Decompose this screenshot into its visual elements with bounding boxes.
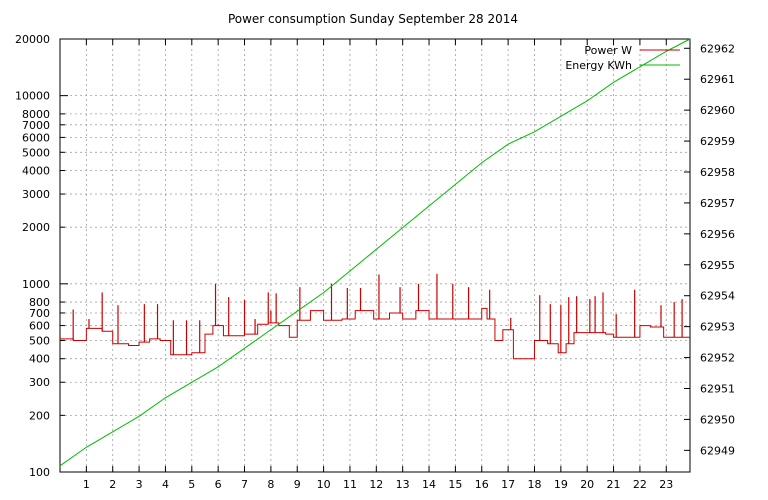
series-layer — [59, 38, 691, 467]
x-tick-label: 21 — [607, 478, 621, 491]
y-right-tick-label: 62949 — [700, 444, 735, 457]
y-right-tick-label: 62951 — [700, 382, 735, 395]
y-left-tick-label: 6000 — [22, 131, 50, 144]
y-right-tick-label: 62961 — [700, 73, 735, 86]
plot-frame — [59, 38, 691, 473]
x-tick-label: 14 — [422, 478, 436, 491]
x-tick-label: 3 — [136, 478, 143, 491]
y-left-tick-label: 4000 — [22, 165, 50, 178]
y-right-tick-label: 62955 — [700, 259, 735, 272]
x-tick-label: 18 — [527, 478, 541, 491]
x-tick-label: 9 — [294, 478, 301, 491]
y-left-tick-label: 400 — [29, 353, 50, 366]
x-tick-label: 6 — [215, 478, 222, 491]
x-tick-label: 11 — [343, 478, 357, 491]
x-tick-label: 2 — [109, 478, 116, 491]
y-right-tick-label: 62959 — [700, 135, 735, 148]
y-right-tick-label: 62962 — [700, 42, 735, 55]
energy-kwh-series-line — [59, 38, 691, 467]
x-tick-label: 1 — [83, 478, 90, 491]
y-right-tick-label: 62950 — [700, 413, 735, 426]
y-right-tick-label: 62957 — [700, 197, 735, 210]
axis-layer: 1 2 3 4 5 6 7 8 9 10 11 12 13 14 15 16 17 18 19 20 21 22 23100… — [15, 33, 735, 491]
y-left-tick-label: 5000 — [22, 146, 50, 159]
y-left-tick-label: 7000 — [22, 119, 50, 132]
y-left-tick-label: 800 — [29, 296, 50, 309]
y-right-tick-label: 62956 — [700, 228, 735, 241]
y-left-tick-label: 600 — [29, 320, 50, 333]
y-left-tick-label: 200 — [29, 409, 50, 422]
y-left-tick-label: 300 — [29, 376, 50, 389]
legend-label: Energy KWh — [565, 59, 632, 72]
x-tick-label: 22 — [633, 478, 647, 491]
x-tick-label: 19 — [554, 478, 568, 491]
y-left-tick-label: 700 — [29, 307, 50, 320]
power-w-series-line — [60, 307, 690, 360]
y-left-tick-label: 1000 — [22, 278, 50, 291]
y-left-tick-label: 10000 — [15, 90, 50, 103]
x-tick-label: 5 — [188, 478, 195, 491]
x-tick-label: 17 — [501, 478, 515, 491]
y-right-tick-label: 62960 — [700, 104, 735, 117]
y-right-tick-label: 62958 — [700, 166, 735, 179]
y-left-tick-label: 500 — [29, 334, 50, 347]
y-left-tick-label: 100 — [29, 466, 50, 479]
x-tick-label: 7 — [241, 478, 248, 491]
y-left-tick-label: 20000 — [15, 33, 50, 46]
x-tick-label: 15 — [448, 478, 462, 491]
x-tick-label: 16 — [475, 478, 489, 491]
x-tick-label: 20 — [580, 478, 594, 491]
legend: Power W Energy KWh — [565, 44, 680, 72]
grid-layer — [60, 39, 690, 472]
x-tick-label: 12 — [369, 478, 383, 491]
y-right-tick-label: 62952 — [700, 352, 735, 365]
y-left-tick-label: 3000 — [22, 188, 50, 201]
y-right-tick-label: 62954 — [700, 290, 735, 303]
y-right-tick-label: 62953 — [700, 321, 735, 334]
chart-title: Power consumption Sunday September 28 20… — [228, 12, 518, 26]
x-tick-label: 10 — [317, 478, 331, 491]
x-tick-label: 8 — [267, 478, 274, 491]
x-tick-label: 23 — [659, 478, 673, 491]
y-left-tick-label: 8000 — [22, 108, 50, 121]
x-tick-label: 4 — [162, 478, 169, 491]
x-tick-label: 13 — [396, 478, 410, 491]
y-left-tick-label: 2000 — [22, 221, 50, 234]
legend-label: Power W — [584, 44, 632, 57]
